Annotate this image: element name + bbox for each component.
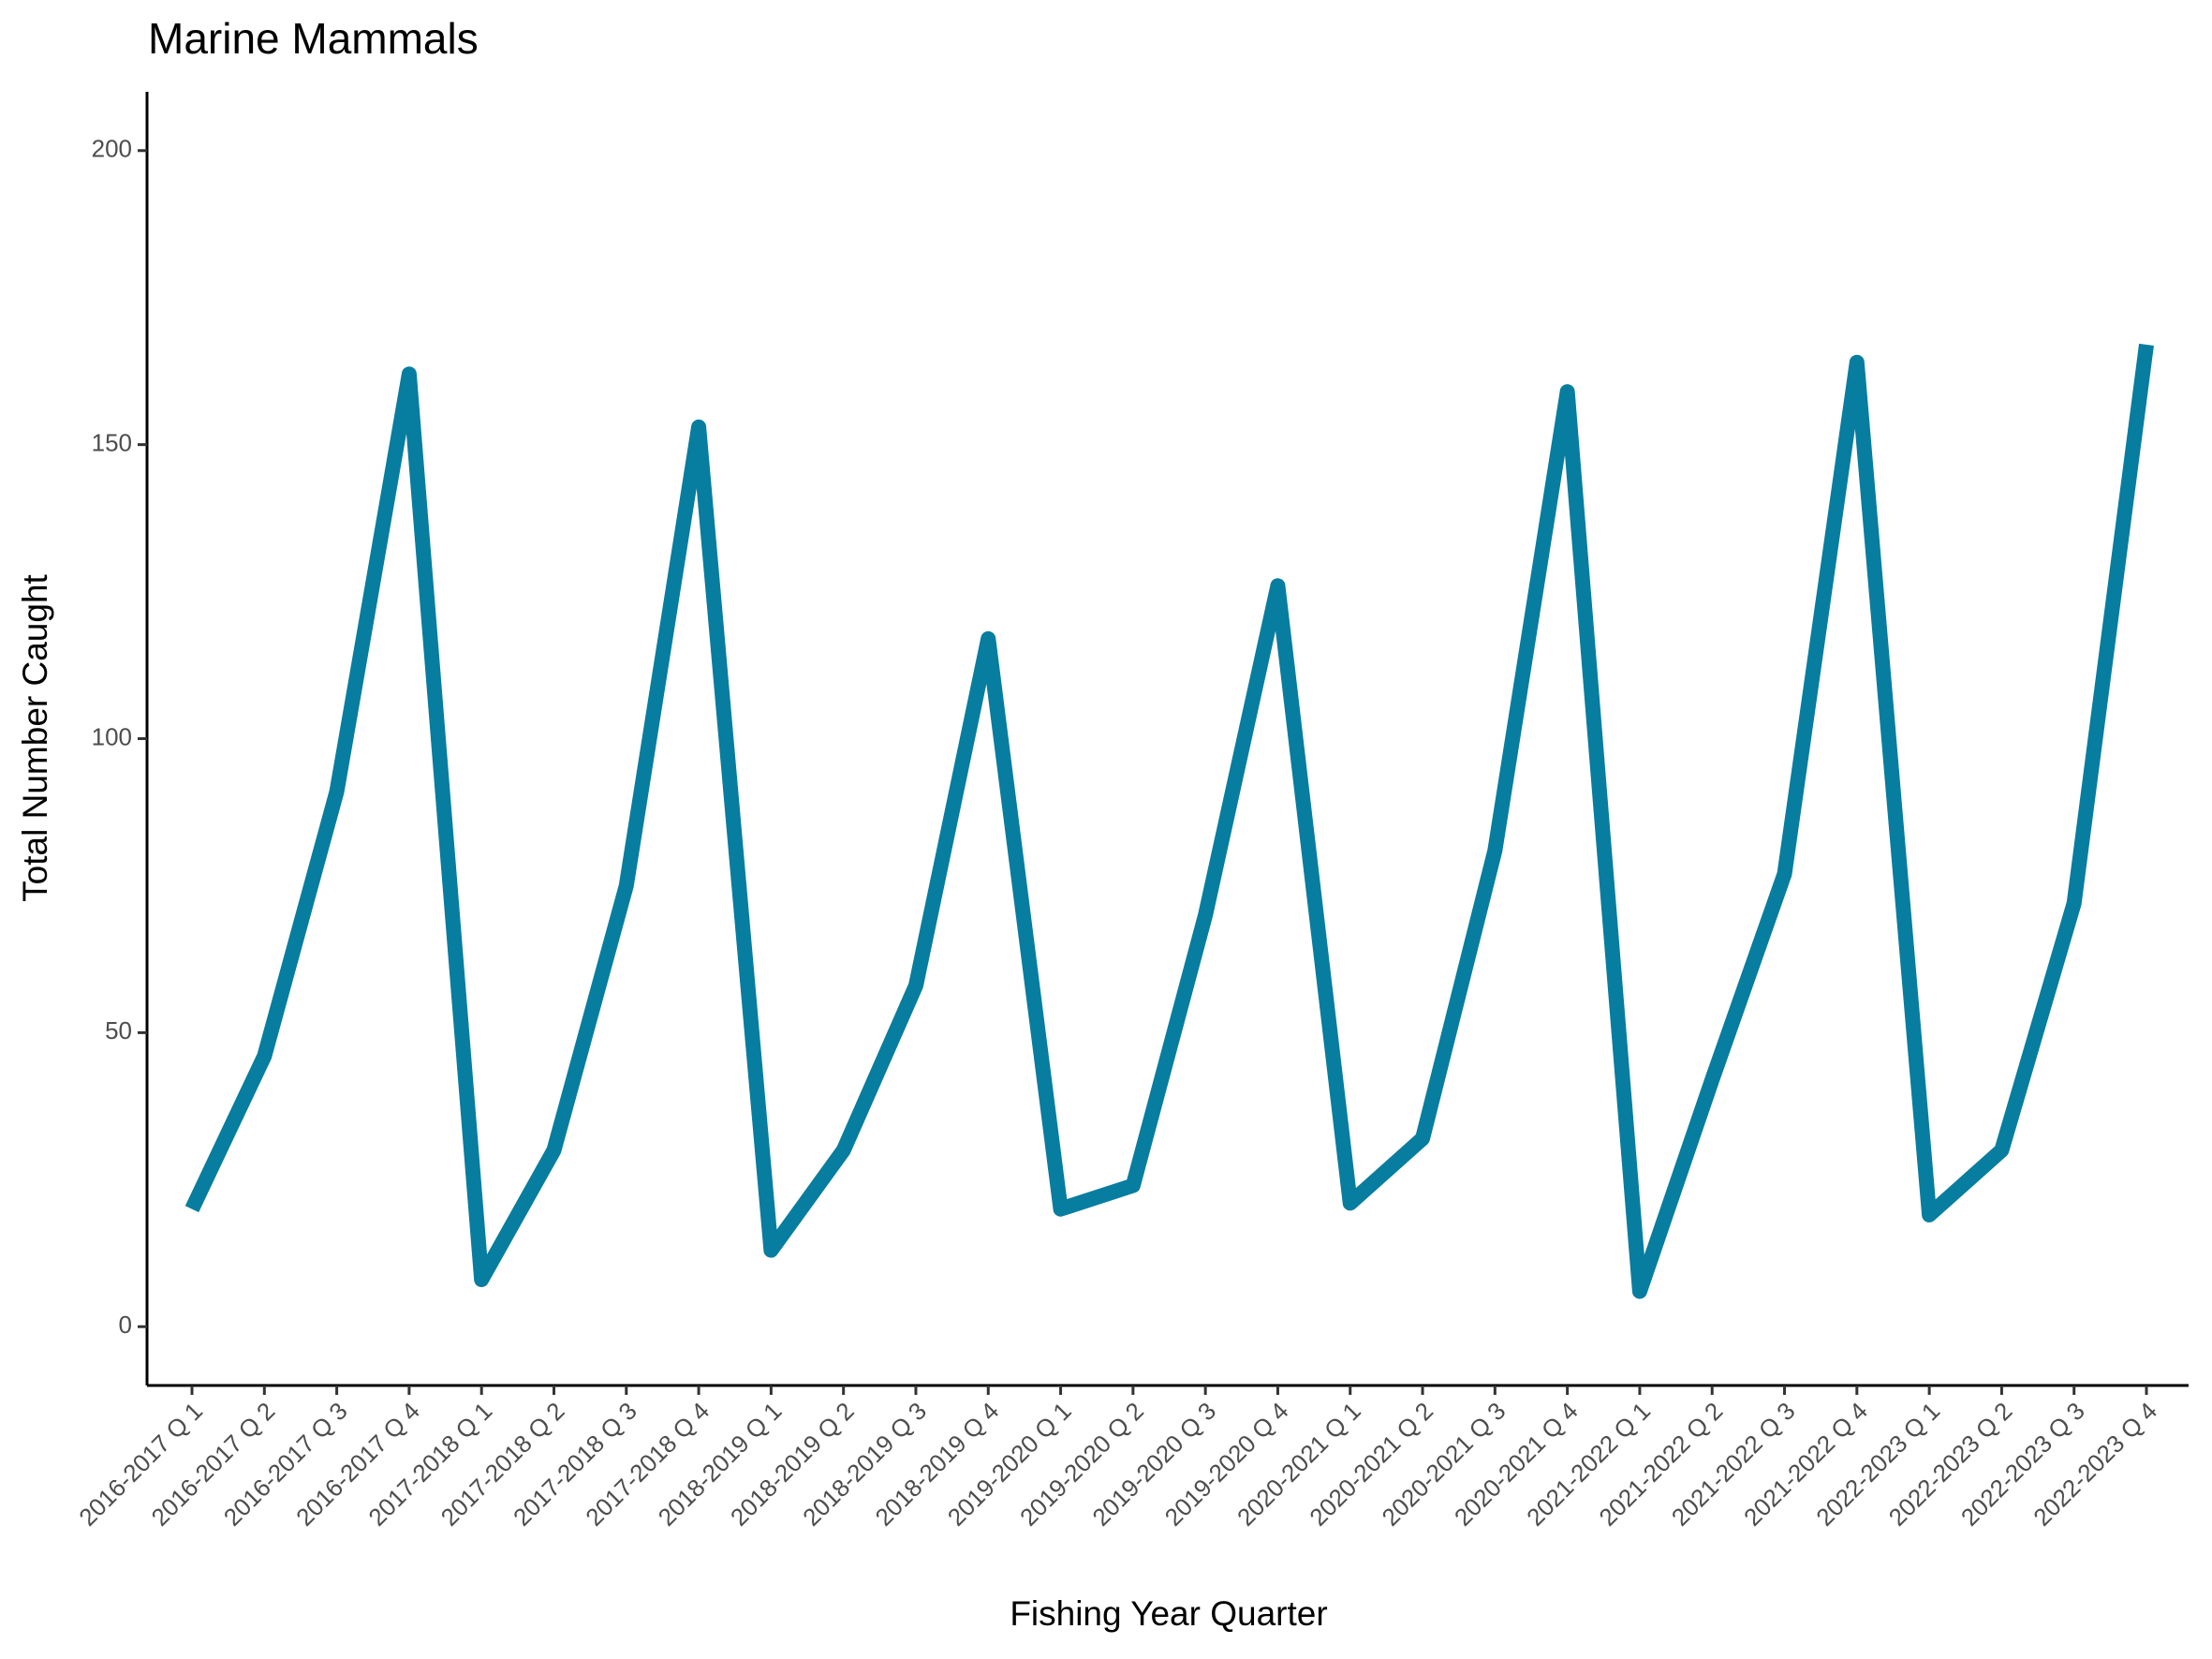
y-tick-label: 0 — [119, 1311, 132, 1339]
chart-title: Marine Mammals — [148, 14, 479, 63]
y-tick-label: 150 — [92, 429, 132, 457]
data-line — [184, 343, 2154, 1299]
y-tick-label: 100 — [92, 722, 132, 750]
y-tick-label: 50 — [105, 1016, 132, 1044]
y-axis-title: Total Number Caught — [16, 573, 54, 901]
y-tick-label: 200 — [92, 135, 132, 163]
x-axis-title: Fishing Year Quarter — [1010, 1594, 1327, 1633]
